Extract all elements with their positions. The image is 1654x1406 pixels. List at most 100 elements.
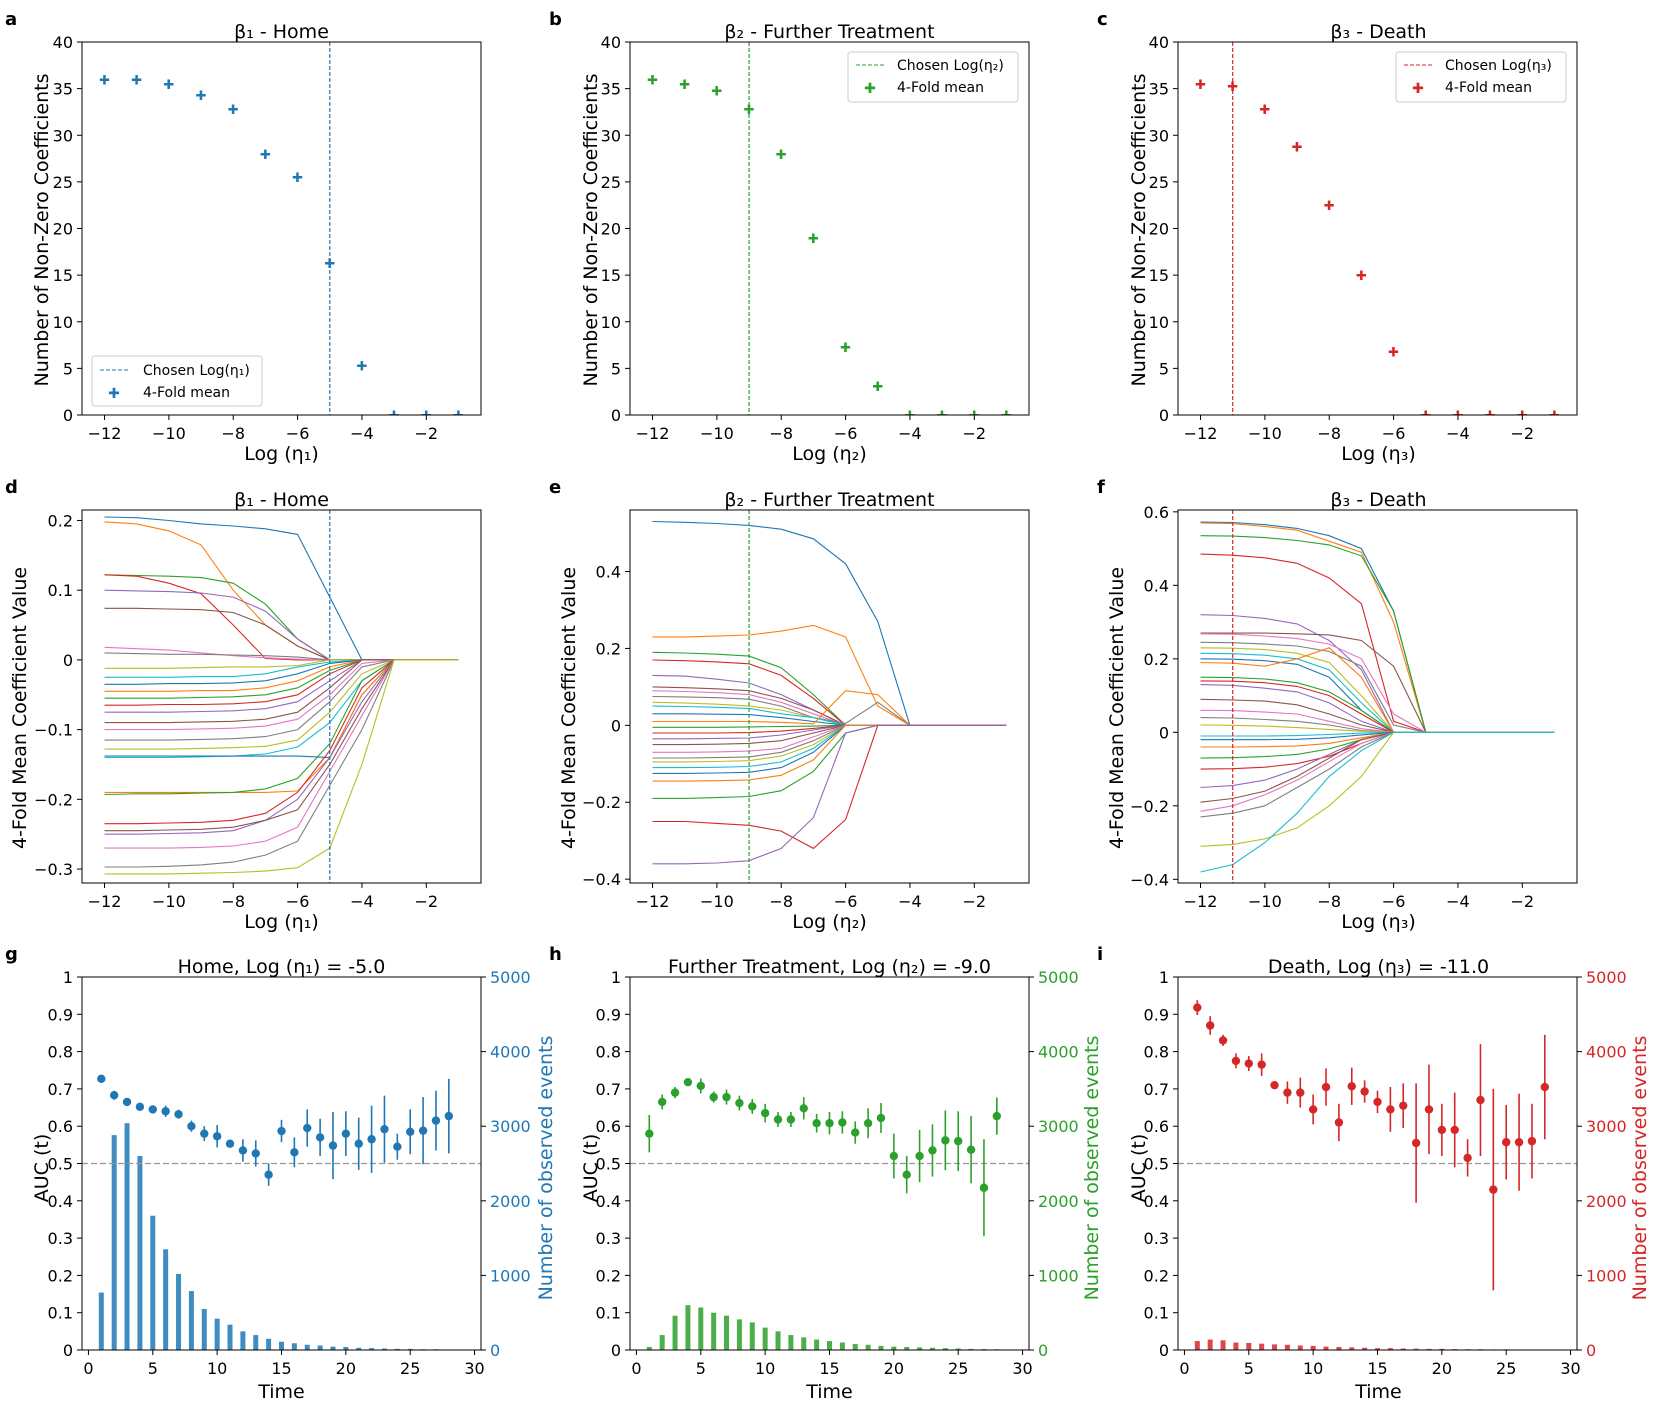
y-tick-label-g-2: 0.2	[48, 1266, 73, 1285]
point-b-1: ✚	[679, 78, 690, 93]
event-bar-h-9	[762, 1327, 768, 1350]
event-bar-i-14	[1375, 1348, 1380, 1350]
y-tick-label-d-5: 0.2	[48, 511, 73, 530]
auc-point-g-3	[135, 1102, 145, 1112]
auc-point-i-13	[1360, 1087, 1369, 1096]
y-tick-label-g-1: 0.1	[48, 1304, 73, 1323]
legend-box-b	[847, 51, 1019, 103]
x-tick-label-e-2: −8	[769, 892, 793, 911]
y-tick-label-d-4: 0.1	[48, 581, 73, 600]
y-tick-label-a-1: 5	[63, 359, 73, 378]
auc-point-g-27	[444, 1111, 454, 1121]
legend-b: Chosen Log(η₂) ✚ 4-Fold mean	[847, 51, 1019, 103]
auc-point-h-16	[851, 1128, 860, 1137]
auc-point-g-18	[328, 1141, 338, 1150]
y-tick-label-c-8: 40	[1149, 33, 1169, 52]
y-right-tick-label-g-3: 3000	[490, 1117, 531, 1136]
auc-point-g-11	[238, 1146, 248, 1155]
x-tick-label-c-4: −4	[1446, 424, 1470, 443]
event-bar-g-15	[291, 1343, 297, 1350]
auc-point-h-11	[786, 1115, 796, 1124]
legend-marker-c: ✚	[1412, 81, 1424, 97]
auc-point-h-20	[902, 1170, 911, 1179]
auc-point-g-6	[174, 1110, 183, 1119]
auc-point-g-25	[418, 1126, 428, 1135]
event-bar-g-19	[343, 1347, 349, 1350]
axes-frame-h	[629, 976, 1030, 1351]
y-tick-label-h-3: 0.3	[596, 1229, 621, 1248]
coef-line-f-c15	[1200, 684, 1555, 733]
plot-area-e: −12 −10 −8 −6 −4 −2 −0.4 −0.2 0 0.2 0.4	[582, 509, 1030, 911]
panel-title-g: Home, Log (η₁) = -5.0	[178, 956, 386, 978]
auc-point-g-8	[200, 1129, 209, 1138]
event-bar-i-8	[1297, 1345, 1303, 1350]
event-bar-i-16	[1400, 1348, 1406, 1350]
event-bar-g-3	[137, 1156, 143, 1350]
x-tick-label-c-5: −2	[1511, 424, 1535, 443]
event-bar-h-5	[711, 1312, 717, 1350]
event-bar-h-18	[878, 1345, 884, 1350]
panel-letter-i: i	[1097, 944, 1103, 965]
y-right-tick-label-i-5: 5000	[1586, 968, 1627, 987]
x-tick-label-c-2: −8	[1317, 424, 1341, 443]
point-a-0: ✚	[99, 73, 110, 88]
coef-line-d-c12	[104, 659, 459, 692]
coef-line-d-c22	[104, 659, 459, 793]
y-tick-label-f-4: 0.4	[1144, 576, 1169, 595]
event-bar-g-0	[98, 1292, 104, 1350]
point-b-11: ✚	[1001, 409, 1012, 424]
panel-f: f β₃ - Death Log (η₃) 4-Fold Mean Coeffi…	[1097, 477, 1578, 933]
x-tick-label-e-5: −2	[963, 892, 987, 911]
y-axis-label-d: 4-Fold Mean Coefficient Value	[9, 567, 31, 849]
x-tick-label-g-0: 0	[83, 1359, 93, 1378]
panel-h: h Further Treatment, Log (η₂) = -9.0 Tim…	[549, 944, 1103, 1403]
event-bar-h-11	[788, 1335, 794, 1350]
plot-area-i: 0 5 10 15 20 25 3000.10.20.30.40.50.60.70.80.9…	[1144, 968, 1627, 1378]
event-bar-i-13	[1362, 1347, 1368, 1350]
event-bar-g-14	[279, 1341, 284, 1350]
axes-frame-f	[1177, 509, 1578, 884]
coef-line-d-c29	[104, 659, 459, 875]
y-tick-label-a-4: 20	[53, 220, 73, 239]
coef-line-d-c4	[104, 574, 459, 661]
point-a-2: ✚	[163, 78, 174, 93]
plot-content-d	[104, 510, 459, 883]
y-tick-label-g-7: 0.7	[48, 1080, 73, 1099]
x-tick-label-d-2: −8	[221, 892, 245, 911]
x-tick-label-g-2: 10	[207, 1359, 227, 1378]
event-bar-i-5	[1259, 1343, 1265, 1350]
auc-point-i-16	[1399, 1101, 1408, 1110]
y-axis-label-h: AUC (t)	[580, 1134, 602, 1203]
x-tick-label-a-1: −10	[152, 424, 186, 443]
coef-line-d-c6	[104, 607, 459, 661]
auc-point-i-7	[1283, 1088, 1292, 1097]
y-tick-label-d-0: −0.3	[34, 860, 73, 879]
event-bar-g-5	[163, 1249, 169, 1350]
y-tick-label-i-3: 0.3	[1144, 1229, 1169, 1248]
coef-line-f-c27	[1200, 731, 1555, 812]
auc-point-i-1	[1205, 1021, 1215, 1030]
auc-point-h-22	[928, 1146, 937, 1155]
y-tick-label-i-8: 0.8	[1144, 1043, 1169, 1062]
x-tick-label-b-5: −2	[963, 424, 987, 443]
y-right-tick-label-h-4: 4000	[1038, 1043, 1079, 1062]
y-tick-label-h-9: 0.9	[596, 1005, 621, 1024]
auc-point-h-1	[657, 1097, 667, 1107]
point-b-2: ✚	[711, 84, 722, 99]
auc-point-i-0	[1193, 1003, 1202, 1012]
y-axis-label-g: AUC (t)	[31, 1134, 53, 1203]
plot-area-f: −12 −10 −8 −6 −4 −2 −0.4 −0.2 0 0.2 0.4 0.6	[1130, 503, 1578, 911]
auc-point-h-25	[966, 1145, 976, 1154]
coef-line-d-c3	[104, 574, 459, 661]
coef-line-e-c24	[652, 724, 1007, 850]
y-right-tick-label-h-0: 0	[1038, 1341, 1048, 1360]
plot-content-e	[652, 510, 1007, 883]
event-bar-g-12	[253, 1335, 259, 1350]
event-bar-h-10	[775, 1331, 781, 1350]
auc-point-g-14	[277, 1126, 286, 1136]
auc-point-g-13	[264, 1170, 273, 1179]
x-tick-label-f-3: −6	[1382, 892, 1406, 911]
auc-point-i-10	[1321, 1082, 1331, 1092]
point-c-11: ✚	[1549, 409, 1560, 424]
